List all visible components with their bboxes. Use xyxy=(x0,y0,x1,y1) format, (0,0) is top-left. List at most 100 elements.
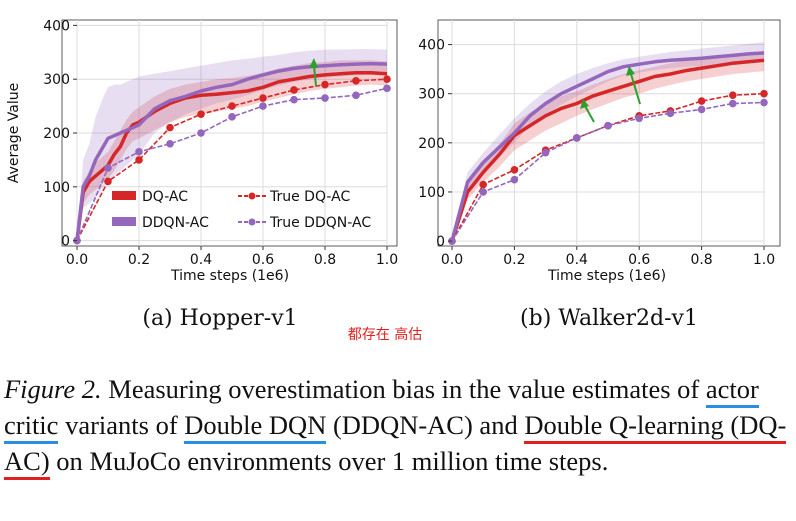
true-ddqn-ac-point xyxy=(352,91,360,100)
true-dq-ac-point xyxy=(352,77,360,85)
caption-text-2: variants of xyxy=(58,410,185,440)
caption-text-1: Measuring overestimation bias in the val… xyxy=(101,374,706,404)
legend-ddqn-ac-label: DDQN-AC xyxy=(142,215,209,231)
true-ddqn-ac-point xyxy=(697,105,706,114)
true-dq-ac-point xyxy=(697,97,706,105)
x-tick-label: 0.6 xyxy=(252,252,274,268)
hopper-bands xyxy=(77,49,387,241)
y-tick-label: 200 xyxy=(418,136,445,152)
caption-text-4: on MuJoCo environments over 1 million ti… xyxy=(49,446,609,476)
true-dq-ac-point xyxy=(104,177,112,186)
ddqn-ac-band xyxy=(77,49,387,241)
x-tick-label: 0.0 xyxy=(66,252,88,268)
walker-gap-arrow-2 xyxy=(626,66,641,105)
x-tick-label: 0.2 xyxy=(503,252,525,268)
walker-lines xyxy=(448,51,768,245)
true-ddqn-ac-point xyxy=(197,129,205,137)
walker-x-axis-label: Time steps (1e6) xyxy=(547,268,666,284)
true-ddqn-ac-point xyxy=(228,113,236,121)
y-tick-label: 400 xyxy=(43,18,70,34)
true-ddqn-ac-point xyxy=(290,95,298,104)
caption-text-3: (DDQN-AC) and xyxy=(326,410,525,440)
true-ddqn-ac-point xyxy=(135,148,143,156)
y-tick-label: 300 xyxy=(43,72,70,88)
hopper-y-axis-label: Average Value xyxy=(6,83,22,183)
true-ddqn-ac-point xyxy=(573,134,581,142)
y-tick-label: 100 xyxy=(43,180,70,196)
true-dq-ac-line xyxy=(451,92,765,242)
true-dq-ac-line xyxy=(76,78,388,241)
true-ddqn-ac-point xyxy=(321,94,329,102)
arrow-head xyxy=(580,99,589,109)
true-ddqn-ac-point xyxy=(729,99,737,108)
x-tick-label: 0.8 xyxy=(314,252,336,268)
legend: DQ-AC True DQ-AC DDQN-AC True DDQN-AC xyxy=(112,189,371,231)
true-dq-ac-point xyxy=(321,80,329,89)
legend-dq-ac-label: DQ-AC xyxy=(142,189,188,205)
x-tick-label: 0.4 xyxy=(190,252,212,268)
true-ddqn-ac-point xyxy=(166,139,174,148)
arrow-head xyxy=(626,66,635,76)
caption-double-dqn: Double DQN xyxy=(184,410,327,444)
true-dq-ac-point xyxy=(290,86,298,94)
walker-ticks: 0.0 0.2 0.4 0.6 0.8 1.0 0 100 200 300 400 xyxy=(418,38,775,268)
y-tick-label: 300 xyxy=(418,87,445,103)
hopper-subcaption: (a) Hopper-v1 xyxy=(142,306,297,331)
y-tick-label: 100 xyxy=(418,185,445,201)
true-ddqn-ac-point xyxy=(104,164,112,172)
true-dq-ac-point xyxy=(760,89,768,98)
true-dq-ac-point xyxy=(729,91,737,99)
caption-double-q-2: learning (DQ-AC) xyxy=(4,410,787,480)
y-tick-label: 400 xyxy=(418,38,445,54)
walker-chart: 0.0 0.2 0.4 0.6 0.8 1.0 0 100 200 300 400 Time ste… xyxy=(418,19,781,331)
true-dq-ac-point xyxy=(197,110,205,118)
x-tick-label: 1.0 xyxy=(376,252,398,268)
dq-ac-line xyxy=(450,58,765,242)
true-ddqn-ac-point xyxy=(541,148,550,157)
hopper-ticks: 0.0 0.2 0.4 0.6 0.8 1.0 0 100 200 300 400 xyxy=(43,18,398,268)
handwritten-annotation: 都存在 高估 xyxy=(348,326,422,343)
y-tick-label: 0 xyxy=(61,234,70,250)
true-ddqn-ac-point xyxy=(666,109,675,118)
true-dq-ac-point xyxy=(479,180,488,189)
legend-dq-ac-swatch xyxy=(112,191,136,200)
x-tick-label: 0.0 xyxy=(441,252,463,268)
true-dq-ac-point xyxy=(383,75,391,83)
caption-label: Figure 2. xyxy=(4,374,102,404)
caption-double-q-1: Double Q- xyxy=(524,410,637,444)
true-ddqn-ac-point xyxy=(510,175,519,184)
true-ddqn-ac-point xyxy=(635,114,643,123)
true-ddqn-ac-line xyxy=(451,101,765,242)
true-ddqn-ac-point xyxy=(604,121,612,130)
hopper-gap-arrow xyxy=(309,58,318,87)
arrow-shaft xyxy=(584,105,595,123)
true-ddqn-ac-point xyxy=(259,102,267,110)
true-dq-ac-point xyxy=(135,156,143,164)
legend-true-ddqn-ac-label: True DDQN-AC xyxy=(269,215,371,231)
true-ddqn-ac-point xyxy=(383,84,391,93)
ddqn-ac-line xyxy=(75,61,388,241)
x-tick-label: 0.6 xyxy=(628,252,650,268)
arrow-shaft xyxy=(630,73,641,105)
arrow-shaft xyxy=(313,65,317,87)
walker-gap-arrow-1 xyxy=(580,99,595,123)
hopper-x-axis-label: Time steps (1e6) xyxy=(170,268,289,284)
arrow-head xyxy=(309,58,318,68)
legend-true-dq-ac-label: True DQ-AC xyxy=(269,189,350,205)
true-dq-ac-point xyxy=(228,102,236,110)
true-dq-ac-point xyxy=(166,123,174,132)
true-ddqn-ac-point xyxy=(479,188,488,196)
legend-true-dq-ac-marker xyxy=(248,192,256,200)
x-tick-label: 0.2 xyxy=(128,252,150,268)
true-dq-ac-point xyxy=(510,166,519,174)
true-dq-ac-point xyxy=(259,94,267,102)
true-ddqn-ac-point xyxy=(760,98,768,107)
y-tick-label: 0 xyxy=(436,234,445,250)
legend-ddqn-ac-swatch xyxy=(112,217,136,226)
hopper-chart: 0.0 0.2 0.4 0.6 0.8 1.0 0 100 200 300 400 Time ste… xyxy=(6,18,398,331)
ddqn-ac-line xyxy=(450,51,765,242)
legend-true-ddqn-ac-marker xyxy=(248,218,256,226)
caption-actor-critic: actor critic xyxy=(4,374,759,444)
dq-ac-band xyxy=(77,60,387,241)
